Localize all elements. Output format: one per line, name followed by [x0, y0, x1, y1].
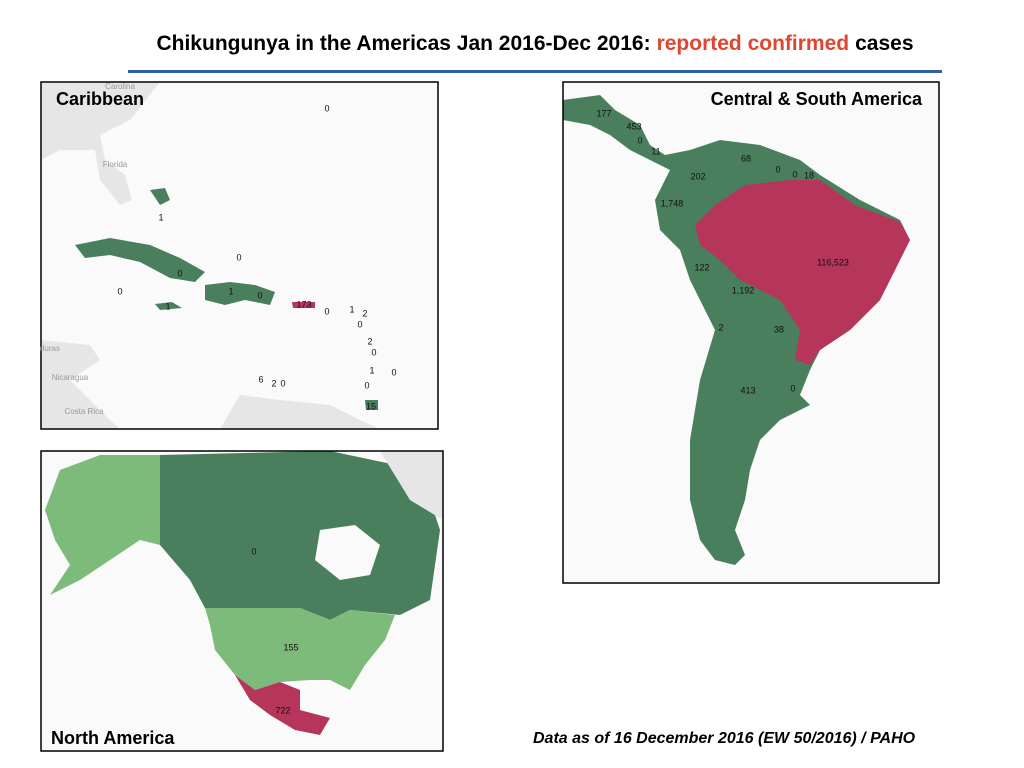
case-count: 1: [349, 304, 354, 314]
case-count: 0: [371, 347, 376, 357]
source-note: Data as of 16 December 2016 (EW 50/2016)…: [533, 730, 916, 747]
case-count: 116,523: [817, 257, 849, 267]
case-count: 0: [637, 135, 642, 145]
case-count: 0: [177, 268, 182, 278]
case-count: 1: [369, 365, 374, 375]
case-count: 15: [366, 401, 376, 411]
case-count: 0: [324, 103, 329, 113]
case-count: 0: [236, 252, 241, 262]
case-count: 0: [257, 290, 262, 300]
case-count: 173: [296, 299, 311, 309]
slide-title: Chikungunya in the Americas Jan 2016-Dec…: [0, 32, 1024, 56]
case-count: 2: [362, 308, 367, 318]
place-name: duras: [40, 344, 60, 353]
south-america-map: [563, 82, 939, 583]
case-count: 18: [804, 170, 814, 180]
case-count: 155: [283, 642, 298, 652]
case-count: 2: [718, 322, 723, 332]
case-count: 2: [367, 336, 372, 346]
north-america-map: [41, 451, 443, 751]
case-count: 722: [275, 705, 290, 715]
case-count: 177: [596, 108, 611, 118]
case-count: 0: [775, 164, 780, 174]
place-name: Florida: [103, 160, 128, 169]
case-count: 0: [280, 378, 285, 388]
case-count: 453: [626, 121, 641, 131]
case-count: 0: [792, 169, 797, 179]
case-count: 38: [774, 324, 784, 334]
case-count: 1,748: [661, 198, 684, 208]
title-end: cases: [855, 32, 914, 55]
case-count: 0: [357, 319, 362, 329]
panel-title: North America: [51, 728, 175, 748]
place-name: Nicaragua: [52, 373, 89, 382]
case-count: 0: [790, 383, 795, 393]
case-count: 0: [117, 286, 122, 296]
case-count: 1: [228, 286, 233, 296]
case-count: 202: [690, 171, 705, 181]
case-count: 0: [391, 367, 396, 377]
case-count: 413: [740, 385, 755, 395]
case-count: 11: [651, 146, 660, 156]
case-count: 0: [251, 546, 256, 556]
caribbean-map: [41, 82, 438, 429]
place-name: Carolina: [105, 82, 135, 91]
panel-title: Caribbean: [56, 89, 144, 109]
case-count: 2: [271, 378, 276, 388]
title-text: Chikungunya in the Americas Jan 2016-Dec…: [156, 32, 651, 55]
title-rule: [128, 70, 942, 73]
place-name: Costa Rica: [64, 407, 104, 416]
panel-title: Central & South America: [711, 89, 923, 109]
title-highlight: reported confirmed: [656, 32, 850, 55]
case-count: 6: [258, 374, 263, 384]
case-count: 0: [364, 380, 369, 390]
case-count: 0: [324, 306, 329, 316]
case-count: 68: [741, 153, 751, 163]
case-count: 1: [165, 301, 170, 311]
case-count: 1,192: [732, 285, 755, 295]
case-count: 1: [158, 212, 163, 222]
case-count: 122: [694, 262, 709, 272]
